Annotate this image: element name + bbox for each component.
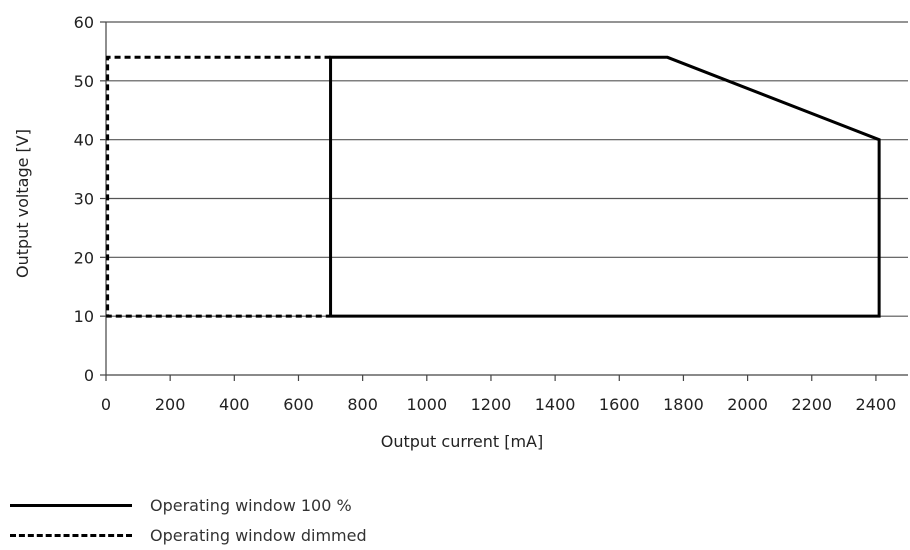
x-tick-label-600: 600 (283, 395, 314, 414)
y-tick-label-10: 10 (74, 307, 94, 326)
series-dimmed-line (106, 55, 331, 318)
y-tick-label-50: 50 (74, 72, 94, 91)
x-tick-label-1200: 1200 (471, 395, 512, 414)
legend-swatch-dashed (10, 533, 132, 537)
y-tick-label-60: 60 (74, 13, 94, 32)
x-tick-label-200: 200 (155, 395, 186, 414)
x-tick-label-2200: 2200 (791, 395, 832, 414)
legend-item-dimmed: Operating window dimmed (10, 520, 510, 550)
legend-label-100: Operating window 100 % (150, 495, 352, 515)
y-tick-label-40: 40 (74, 131, 94, 150)
x-tick-label-800: 800 (347, 395, 378, 414)
x-tick-label-2400: 2400 (856, 395, 897, 414)
grid-layer (106, 21, 908, 317)
x-tick-label-1800: 1800 (663, 395, 704, 414)
legend: Operating window 100 % Operating window … (10, 490, 510, 550)
x-tick-label-400: 400 (219, 395, 250, 414)
x-tick-label-1000: 1000 (406, 395, 447, 414)
y-tick-label-30: 30 (74, 190, 94, 209)
x-tick-label-2000: 2000 (727, 395, 768, 414)
x-tick-label-1600: 1600 (599, 395, 640, 414)
series-full-line (329, 55, 881, 318)
y-axis-title: Output voltage [V] (13, 129, 32, 278)
x-axis-title: Output current [mA] (381, 432, 543, 451)
y-tick-label-0: 0 (84, 366, 94, 385)
x-tick-label-1400: 1400 (535, 395, 576, 414)
x-tick-label-0: 0 (101, 395, 111, 414)
series-layer (106, 55, 881, 318)
legend-item-100: Operating window 100 % (10, 490, 510, 520)
y-tick-label-20: 20 (74, 248, 94, 267)
legend-label-dimmed: Operating window dimmed (150, 525, 367, 545)
legend-swatch-solid (10, 503, 132, 507)
